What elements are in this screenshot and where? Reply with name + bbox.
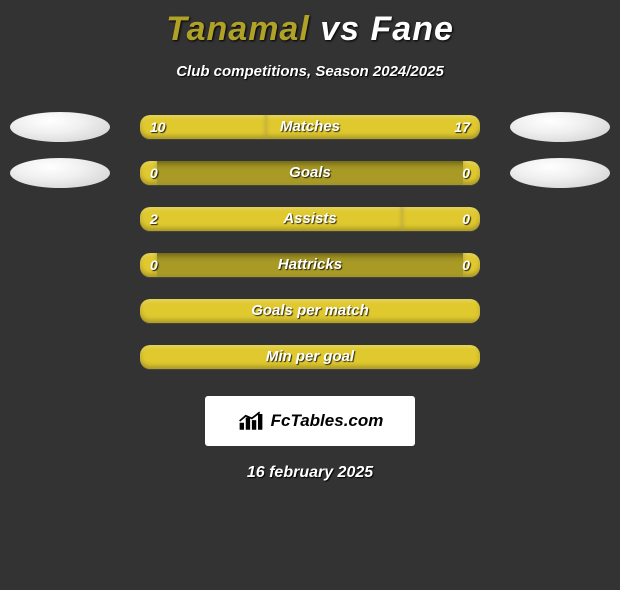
player2-marker	[510, 112, 610, 142]
subtitle: Club competitions, Season 2024/2025	[0, 63, 620, 80]
stat-label: Goals per match	[140, 299, 480, 323]
stat-value-left: 0	[150, 161, 158, 185]
stat-label: Hattricks	[140, 253, 480, 277]
stat-row: Matches10 17	[0, 112, 620, 158]
comparison-title: Tanamal vs Fane	[0, 10, 620, 49]
stat-bar: Hattricks0 0	[140, 253, 480, 277]
stat-value-right: 0	[462, 207, 470, 231]
stat-label: Goals	[140, 161, 480, 185]
player1-marker	[10, 158, 110, 188]
stat-label: Min per goal	[140, 345, 480, 369]
player1-marker	[10, 112, 110, 142]
stat-label: Matches	[140, 115, 480, 139]
stat-row: Goals per match	[0, 296, 620, 342]
stat-bar: Goals0 0	[140, 161, 480, 185]
stat-row: Hattricks0 0	[0, 250, 620, 296]
branding-text: FcTables.com	[271, 411, 384, 431]
stat-value-right: 0	[462, 253, 470, 277]
snapshot-date: 16 february 2025	[0, 464, 620, 482]
stat-label: Assists	[140, 207, 480, 231]
stat-row: Goals0 0	[0, 158, 620, 204]
stat-value-left: 10	[150, 115, 166, 139]
stat-bar: Assists2 0	[140, 207, 480, 231]
stats-rows: Matches1017Goals00Assists20Hattricks00Go…	[0, 112, 620, 388]
player2-marker	[510, 158, 610, 188]
branding-chart-icon	[237, 409, 265, 433]
branding-badge: FcTables.com	[205, 396, 415, 446]
stat-bar: Min per goal	[140, 345, 480, 369]
player2-name: Fane	[371, 10, 454, 48]
stat-row: Assists2 0	[0, 204, 620, 250]
player1-name: Tanamal	[166, 10, 310, 48]
stat-row: Min per goal	[0, 342, 620, 388]
stat-value-left: 0	[150, 253, 158, 277]
stat-value-right: 17	[454, 115, 470, 139]
stat-bar: Goals per match	[140, 299, 480, 323]
vs-label: vs	[320, 10, 360, 48]
stat-value-left: 2	[150, 207, 158, 231]
stat-value-right: 0	[462, 161, 470, 185]
stat-bar: Matches10 17	[140, 115, 480, 139]
